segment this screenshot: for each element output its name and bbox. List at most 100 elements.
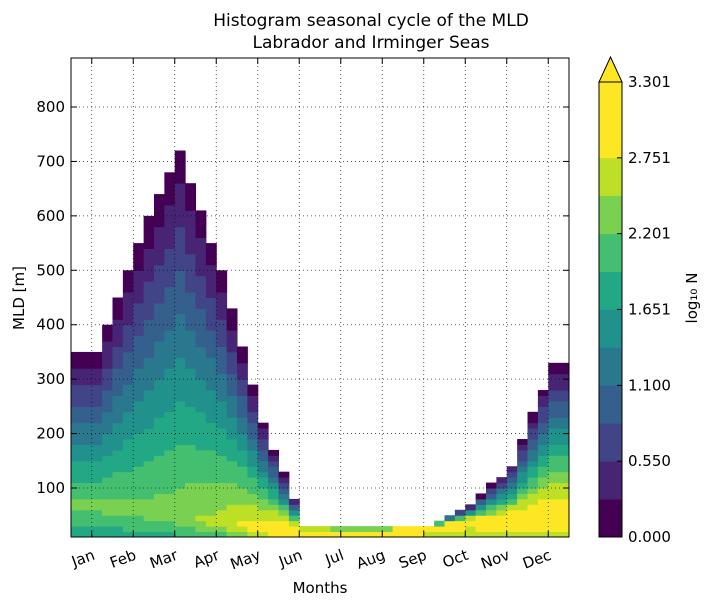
heatmap-cell — [268, 520, 280, 527]
heatmap-cell — [133, 308, 145, 315]
heatmap-cell — [133, 270, 145, 277]
heatmap-cell — [81, 455, 93, 462]
heatmap-cell — [216, 308, 228, 315]
heatmap-cell — [517, 471, 529, 478]
heatmap-cell — [527, 433, 539, 440]
heatmap-cell — [548, 509, 560, 516]
heatmap-cell — [527, 504, 539, 511]
heatmap-cell — [133, 319, 145, 326]
heatmap-cell — [71, 384, 82, 391]
heatmap-cell — [91, 460, 103, 467]
heatmap-cell — [133, 444, 145, 451]
heatmap-cell — [548, 368, 560, 375]
heatmap-cell — [154, 237, 165, 244]
heatmap-cell — [216, 411, 228, 418]
heatmap-cell — [174, 166, 186, 173]
heatmap-cell — [558, 384, 570, 391]
heatmap-cell — [205, 368, 217, 375]
colorbar-tick-label: 0.000 — [628, 528, 671, 546]
heatmap-cell — [174, 493, 186, 500]
heatmap-cell — [527, 509, 539, 516]
colorbar-label: log₁₀ N — [683, 273, 701, 324]
heatmap-cell — [216, 471, 228, 478]
y-tick-label: 800 — [36, 98, 65, 116]
heatmap-cell — [205, 346, 217, 353]
heatmap-cell — [91, 400, 103, 407]
heatmap-cell — [278, 471, 290, 478]
heatmap-cell — [112, 444, 124, 451]
heatmap-cell — [164, 253, 176, 260]
y-tick-label: 500 — [36, 261, 65, 279]
heatmap-cell — [81, 531, 93, 538]
heatmap-cell — [112, 471, 124, 478]
heatmap-cell — [133, 520, 145, 527]
heatmap-cell — [517, 460, 529, 467]
heatmap-cell — [154, 466, 165, 473]
heatmap-cell — [195, 498, 207, 505]
heatmap-cell — [216, 313, 228, 320]
heatmap-cell — [174, 161, 186, 168]
heatmap-cell — [185, 466, 197, 473]
heatmap-cell — [216, 455, 228, 462]
heatmap-cell — [112, 449, 124, 456]
heatmap-cell — [247, 526, 259, 533]
heatmap-cell — [112, 477, 124, 484]
heatmap-cell — [517, 504, 529, 511]
heatmap-cell — [185, 341, 197, 347]
heatmap-cell — [112, 466, 124, 473]
heatmap-cell — [444, 526, 456, 533]
heatmap-cell — [257, 509, 269, 516]
heatmap-cell — [122, 515, 134, 522]
heatmap-cell — [527, 455, 539, 462]
y-tick-label: 700 — [36, 152, 65, 170]
heatmap-cell — [216, 509, 228, 516]
heatmap-cell — [537, 471, 549, 478]
heatmap-cell — [133, 509, 145, 516]
heatmap-cell — [226, 449, 238, 456]
heatmap-cell — [102, 488, 114, 494]
heatmap-cell — [164, 488, 176, 494]
heatmap-cell — [154, 504, 165, 511]
heatmap-cell — [257, 526, 269, 533]
y-tick-label: 200 — [36, 425, 65, 443]
heatmap-cell — [195, 243, 207, 250]
heatmap-cell — [205, 297, 217, 304]
heatmap-cell — [216, 531, 228, 538]
heatmap-cell — [154, 498, 165, 505]
heatmap-cell — [278, 504, 290, 511]
heatmap-cell — [371, 526, 383, 533]
heatmap-cell — [558, 439, 570, 445]
heatmap-cell — [143, 264, 155, 271]
heatmap-cell — [154, 243, 165, 250]
heatmap-cell — [506, 526, 518, 533]
heatmap-cell — [164, 270, 176, 277]
heatmap-cell — [506, 466, 518, 473]
heatmap-cell — [81, 488, 93, 494]
heatmap-cell — [91, 362, 103, 369]
heatmap-cell — [143, 297, 155, 304]
y-axis-label: MLD [m] — [10, 266, 28, 330]
heatmap-cell — [133, 411, 145, 418]
heatmap-cell — [122, 471, 134, 478]
heatmap-cell — [195, 335, 207, 342]
heatmap-cell — [226, 444, 238, 451]
heatmap-cell — [548, 422, 560, 429]
heatmap-cell — [164, 264, 176, 271]
heatmap-cell — [185, 324, 197, 331]
heatmap-cell — [122, 493, 134, 500]
heatmap-cell — [71, 373, 82, 380]
heatmap-cell — [548, 466, 560, 473]
heatmap-cell — [122, 373, 134, 380]
heatmap-cell — [133, 455, 145, 462]
heatmap-cell — [154, 373, 165, 380]
heatmap-cell — [81, 515, 93, 522]
heatmap-cell — [143, 330, 155, 337]
heatmap-cell — [278, 498, 290, 505]
heatmap-cell — [413, 531, 425, 538]
heatmap-cell — [174, 520, 186, 527]
heatmap-cell — [288, 498, 300, 505]
heatmap-cell — [185, 226, 197, 233]
heatmap-cell — [164, 417, 176, 424]
heatmap-cell — [164, 302, 176, 309]
heatmap-cell — [558, 466, 570, 473]
